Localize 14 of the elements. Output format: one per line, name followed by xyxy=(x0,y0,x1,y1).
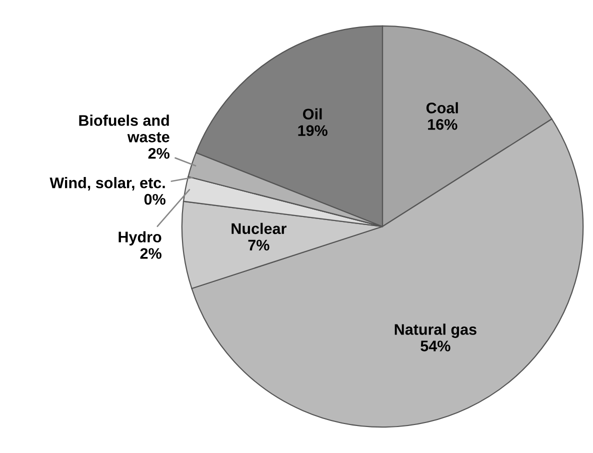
data-label: 16% xyxy=(428,119,458,130)
data-label: 54% xyxy=(420,340,450,352)
text: 0% xyxy=(144,194,166,205)
slice-label: Hydro xyxy=(118,231,162,246)
data-label: 7% xyxy=(248,240,270,250)
slice-label: Natural gas xyxy=(394,324,476,338)
slice-label: Nuclear xyxy=(232,222,286,234)
data-label: 2% xyxy=(140,248,162,259)
slice-label: Oil xyxy=(303,108,322,120)
legend-label: Wind, solar, etc. xyxy=(50,177,165,190)
slice-label: Biofuels and waste xyxy=(79,114,170,142)
data-label: 19% xyxy=(298,125,328,136)
slice-label: Coal xyxy=(426,102,458,114)
data-label: 2% xyxy=(148,148,170,159)
